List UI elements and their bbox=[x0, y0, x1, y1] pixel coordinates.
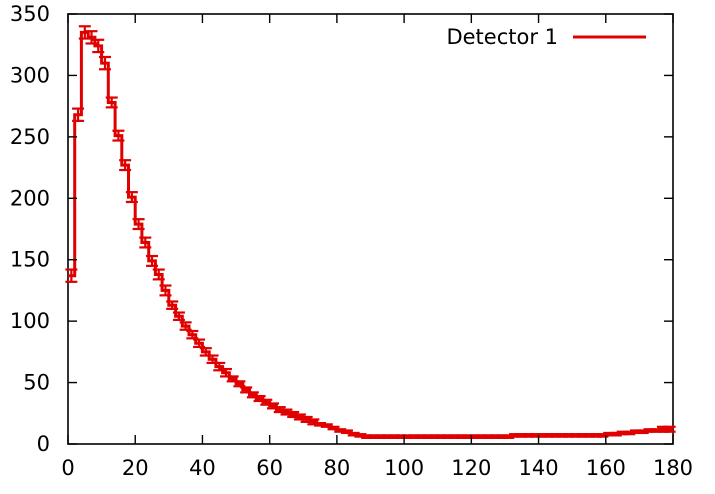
error-bar bbox=[146, 254, 159, 267]
error-bar bbox=[159, 284, 172, 297]
x-tick-label: 0 bbox=[61, 456, 74, 480]
error-bar bbox=[132, 218, 145, 231]
error-bar bbox=[98, 55, 111, 71]
y-tick-label: 200 bbox=[10, 186, 50, 210]
error-bar bbox=[314, 422, 327, 427]
series-line-detector-1 bbox=[68, 30, 673, 439]
error-bar bbox=[354, 433, 367, 438]
x-tick-label: 60 bbox=[256, 456, 283, 480]
x-tick-label: 20 bbox=[122, 456, 149, 480]
error-bar bbox=[72, 107, 85, 122]
error-bar bbox=[260, 398, 273, 406]
x-tick-label: 40 bbox=[189, 456, 216, 480]
error-bar bbox=[300, 415, 313, 423]
y-tick-label: 150 bbox=[10, 248, 50, 272]
error-bar bbox=[233, 380, 246, 388]
x-tick-label: 80 bbox=[324, 456, 351, 480]
x-tick-label: 120 bbox=[451, 456, 491, 480]
error-bar bbox=[213, 361, 226, 372]
error-bar bbox=[334, 428, 347, 433]
error-bar bbox=[307, 418, 320, 426]
error-bar bbox=[293, 413, 306, 421]
error-bar bbox=[246, 391, 259, 399]
error-bar bbox=[280, 408, 293, 416]
plot-frame bbox=[67, 13, 674, 445]
y-tick-label: 300 bbox=[10, 63, 50, 87]
error-bar bbox=[663, 425, 676, 433]
y-tick-label: 350 bbox=[10, 2, 50, 26]
error-bar bbox=[623, 430, 636, 436]
y-tick-label: 0 bbox=[37, 432, 50, 456]
error-bar bbox=[636, 429, 649, 435]
x-tick-label: 140 bbox=[519, 456, 559, 480]
error-bar bbox=[65, 268, 78, 283]
error-bar bbox=[267, 402, 280, 410]
error-bar bbox=[609, 431, 622, 437]
error-bar bbox=[92, 38, 105, 54]
error-bar bbox=[78, 25, 91, 40]
error-bar bbox=[166, 300, 179, 310]
error-bar bbox=[273, 406, 286, 414]
error-bar bbox=[186, 329, 199, 340]
error-bar bbox=[193, 338, 206, 349]
error-bar bbox=[152, 268, 165, 281]
error-bar bbox=[105, 96, 118, 109]
error-bar bbox=[347, 431, 360, 437]
error-bar bbox=[502, 434, 515, 439]
y-tick-label: 50 bbox=[23, 371, 50, 395]
error-bar bbox=[125, 191, 138, 204]
x-tick-label: 100 bbox=[384, 456, 424, 480]
legend-label: Detector 1 bbox=[446, 25, 558, 49]
error-bar bbox=[139, 236, 152, 249]
error-bar bbox=[253, 394, 266, 403]
y-tick-label: 250 bbox=[10, 125, 50, 149]
error-bar bbox=[287, 410, 300, 419]
error-bar bbox=[85, 30, 98, 45]
x-tick-label: 180 bbox=[653, 456, 693, 480]
error-bar bbox=[119, 159, 132, 172]
y-tick-label: 100 bbox=[10, 309, 50, 333]
error-bar bbox=[172, 311, 185, 322]
x-tick-label: 160 bbox=[586, 456, 626, 480]
error-bar bbox=[112, 129, 125, 142]
error-bar bbox=[179, 321, 192, 331]
